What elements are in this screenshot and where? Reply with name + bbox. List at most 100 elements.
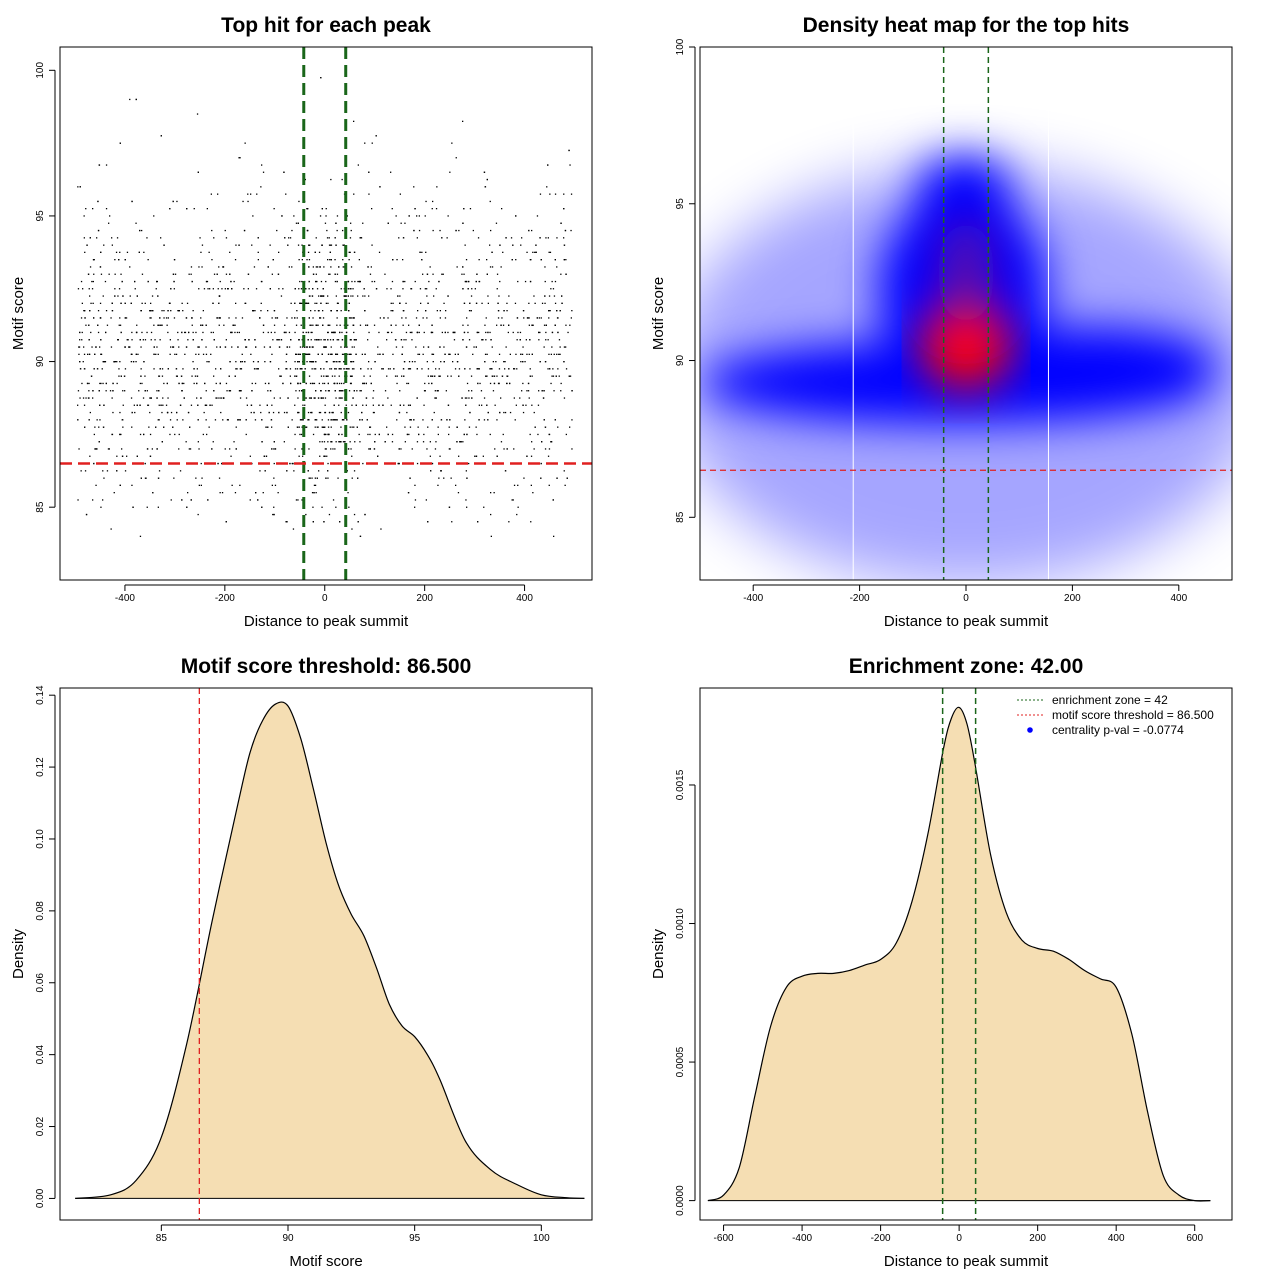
scatter-point xyxy=(556,353,558,355)
scatter-point xyxy=(379,353,381,355)
scatter-point xyxy=(557,331,559,334)
scatter-point xyxy=(409,477,411,479)
scatter-point xyxy=(433,295,435,297)
scatter-point xyxy=(299,368,301,370)
scatter-point xyxy=(406,433,409,436)
scatter-point xyxy=(348,288,350,290)
scatter-point xyxy=(447,404,450,406)
scatter-point xyxy=(257,251,259,253)
scatter-point xyxy=(257,237,259,239)
scatter-point xyxy=(528,353,530,355)
scatter-point xyxy=(181,390,183,392)
scatter-point xyxy=(239,157,241,159)
scatter-point xyxy=(449,419,451,421)
scatter-point xyxy=(95,346,97,348)
scatter-point xyxy=(358,433,360,436)
scatter-point xyxy=(401,317,403,319)
scatter-point xyxy=(340,288,342,290)
scatter-point xyxy=(560,222,562,224)
scatter-point xyxy=(272,259,274,261)
scatter-point xyxy=(565,346,567,348)
scatter-point xyxy=(554,280,557,283)
scatter-point xyxy=(301,368,303,370)
scatter-point xyxy=(522,382,524,385)
scatter-point xyxy=(174,353,176,355)
scatter-point xyxy=(312,266,314,268)
scatter-point xyxy=(516,339,518,341)
scatter-point xyxy=(161,411,163,414)
scatter-point xyxy=(308,419,310,421)
scatter-point xyxy=(499,244,501,246)
scatter-point xyxy=(441,331,443,334)
scatter-point xyxy=(176,200,178,203)
scatter-point xyxy=(445,310,447,312)
scatter-point xyxy=(131,411,133,414)
x-tick-label: 0 xyxy=(956,1233,962,1244)
scatter-point xyxy=(187,339,189,341)
scatter-point xyxy=(216,397,218,399)
scatter-point xyxy=(325,375,327,377)
scatter-point xyxy=(477,382,479,385)
scatter-point xyxy=(565,273,567,275)
scatter-point xyxy=(341,397,343,399)
scatter-point xyxy=(296,353,298,355)
scatter-point xyxy=(411,448,413,450)
scatter-point xyxy=(477,521,479,523)
scatter-point xyxy=(105,382,107,385)
scatter-point xyxy=(80,470,82,472)
scatter-point xyxy=(550,288,552,290)
scatter-point xyxy=(315,361,317,363)
scatter-point xyxy=(467,331,469,334)
scatter-point xyxy=(511,499,513,501)
scatter-point xyxy=(374,441,376,443)
scatter-point xyxy=(300,433,303,436)
scatter-point xyxy=(273,477,275,479)
scatter-point xyxy=(205,353,208,355)
scatter-point xyxy=(436,186,438,188)
scatter-point xyxy=(186,302,189,304)
scatter-point xyxy=(85,397,87,399)
scatter-point xyxy=(236,368,238,370)
scatter-point xyxy=(430,331,433,334)
scatter-point xyxy=(175,353,178,355)
scatter-point xyxy=(131,200,133,203)
scatter-point xyxy=(205,419,207,421)
scatter-point xyxy=(435,441,437,443)
scatter-point xyxy=(116,470,118,472)
scatter-point xyxy=(529,259,531,261)
scatter-point xyxy=(94,353,96,355)
x-tick-label: 0 xyxy=(322,593,328,604)
scatter-point xyxy=(231,484,233,486)
scatter-point xyxy=(89,295,91,297)
scatter-point xyxy=(563,361,565,363)
scatter-point xyxy=(327,441,329,443)
scatter-point xyxy=(306,259,308,261)
scatter-point xyxy=(119,484,121,486)
scatter-point xyxy=(464,419,466,421)
scatter-point xyxy=(569,164,571,166)
scatter-point xyxy=(449,171,451,173)
scatter-point xyxy=(377,353,379,355)
scatter-point xyxy=(135,353,137,355)
scatter-point xyxy=(301,346,304,348)
scatter-point xyxy=(413,186,415,188)
scatter-point xyxy=(439,317,441,319)
legend-entry: centrality p-val = -0.0774 xyxy=(1052,723,1184,737)
scatter-point xyxy=(241,317,244,319)
scatter-point xyxy=(93,259,95,261)
scatter-point xyxy=(335,222,337,224)
scatter-point xyxy=(159,324,162,326)
scatter-point xyxy=(505,237,507,239)
scatter-point xyxy=(108,448,110,450)
scatter-point xyxy=(550,441,552,443)
x-tick-label: 85 xyxy=(156,1233,168,1244)
scatter-point xyxy=(393,368,395,370)
scatter-point xyxy=(547,237,549,239)
scatter-point xyxy=(544,448,547,450)
scatter-point xyxy=(156,448,158,450)
scatter-point xyxy=(489,433,491,436)
scatter-point xyxy=(118,375,120,377)
scatter-point xyxy=(245,397,248,399)
scatter-point xyxy=(315,237,317,239)
